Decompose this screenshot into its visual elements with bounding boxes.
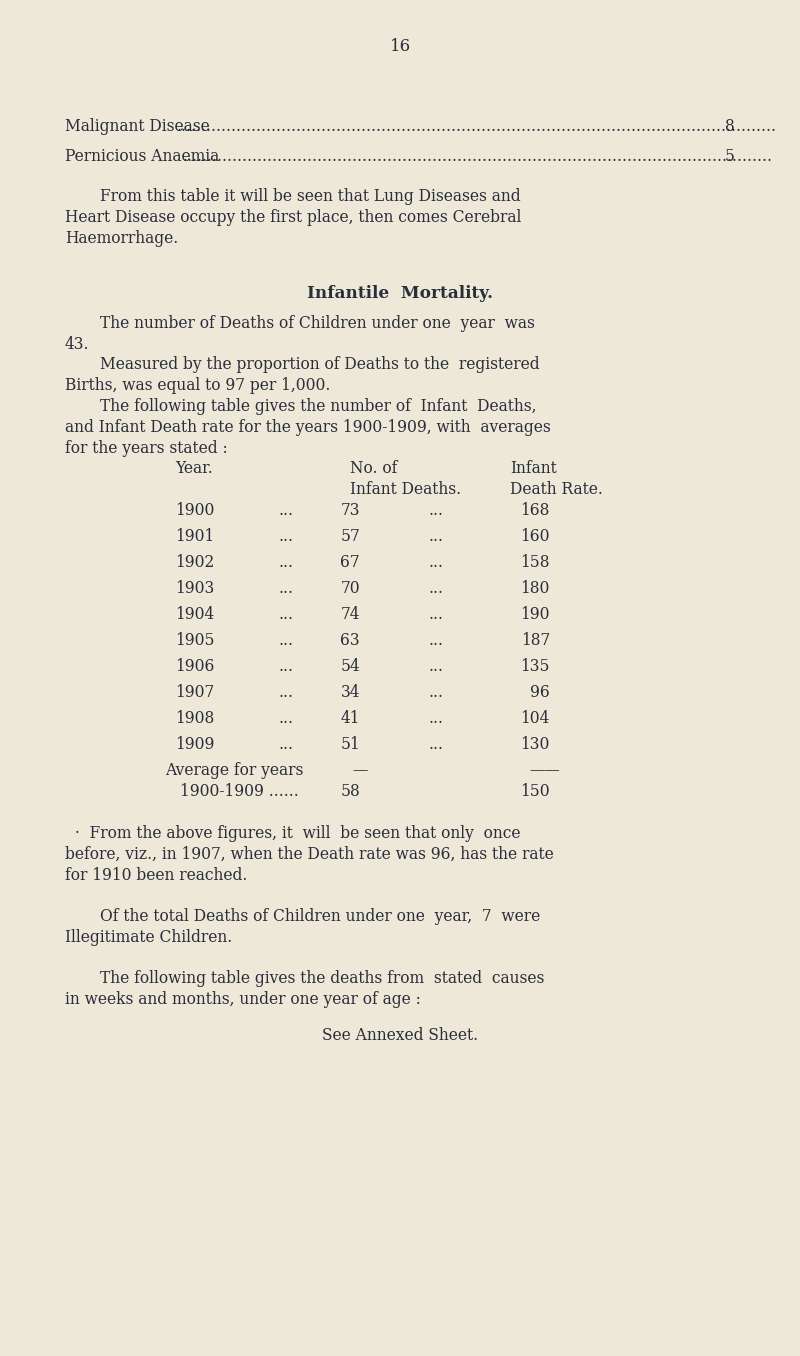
Text: ...: ...: [428, 555, 443, 571]
Text: 16: 16: [390, 38, 410, 56]
Text: ·  From the above figures, it  will  be seen that only  once: · From the above figures, it will be see…: [75, 824, 521, 842]
Text: See Annexed Sheet.: See Annexed Sheet.: [322, 1026, 478, 1044]
Text: —: —: [352, 762, 368, 778]
Text: and Infant Death rate for the years 1900-1909, with  averages: and Infant Death rate for the years 1900…: [65, 419, 550, 437]
Text: 1901: 1901: [175, 527, 214, 545]
Text: ...: ...: [278, 711, 293, 727]
Text: ...: ...: [278, 683, 293, 701]
Text: 54: 54: [340, 658, 360, 675]
Text: 104: 104: [521, 711, 550, 727]
Text: 1908: 1908: [175, 711, 214, 727]
Text: ...: ...: [278, 502, 293, 519]
Text: ...: ...: [428, 580, 443, 597]
Text: Infantile  Mortality.: Infantile Mortality.: [307, 285, 493, 302]
Text: 1900-1909 ......: 1900-1909 ......: [180, 782, 298, 800]
Text: 168: 168: [521, 502, 550, 519]
Text: Infant: Infant: [510, 460, 557, 477]
Text: 73: 73: [341, 502, 360, 519]
Text: 57: 57: [340, 527, 360, 545]
Text: 63: 63: [340, 632, 360, 650]
Text: The following table gives the number of  Infant  Deaths,: The following table gives the number of …: [100, 399, 537, 415]
Text: The number of Deaths of Children under one  year  was: The number of Deaths of Children under o…: [100, 315, 535, 332]
Text: ...: ...: [428, 606, 443, 622]
Text: 58: 58: [340, 782, 360, 800]
Text: 74: 74: [341, 606, 360, 622]
Text: 130: 130: [521, 736, 550, 753]
Text: before, viz., in 1907, when the Death rate was 96, has the rate: before, viz., in 1907, when the Death ra…: [65, 846, 554, 862]
Text: ...: ...: [278, 527, 293, 545]
Text: ................................................................................: ........................................…: [182, 148, 773, 165]
Text: 67: 67: [340, 555, 360, 571]
Text: 1906: 1906: [175, 658, 214, 675]
Text: No. of: No. of: [350, 460, 398, 477]
Text: 96: 96: [530, 683, 550, 701]
Text: ...: ...: [278, 606, 293, 622]
Text: ...: ...: [428, 711, 443, 727]
Text: ...: ...: [428, 683, 443, 701]
Text: in weeks and months, under one year of age :: in weeks and months, under one year of a…: [65, 991, 421, 1008]
Text: Heart Disease occupy the first place, then comes Cerebral: Heart Disease occupy the first place, th…: [65, 209, 522, 226]
Text: 1902: 1902: [175, 555, 214, 571]
Text: for 1910 been reached.: for 1910 been reached.: [65, 866, 247, 884]
Text: for the years stated :: for the years stated :: [65, 439, 228, 457]
Text: ...: ...: [278, 658, 293, 675]
Text: ...: ...: [278, 632, 293, 650]
Text: Measured by the proportion of Deaths to the  registered: Measured by the proportion of Deaths to …: [100, 357, 540, 373]
Text: Infant Deaths.: Infant Deaths.: [350, 481, 461, 498]
Text: 70: 70: [340, 580, 360, 597]
Text: 34: 34: [341, 683, 360, 701]
Text: Of the total Deaths of Children under one  year,  7  were: Of the total Deaths of Children under on…: [100, 909, 540, 925]
Text: 135: 135: [521, 658, 550, 675]
Text: ...: ...: [428, 736, 443, 753]
Text: ...: ...: [428, 502, 443, 519]
Text: 41: 41: [341, 711, 360, 727]
Text: Haemorrhage.: Haemorrhage.: [65, 231, 178, 247]
Text: 1904: 1904: [175, 606, 214, 622]
Text: Average for years: Average for years: [165, 762, 303, 778]
Text: ...: ...: [278, 555, 293, 571]
Text: Malignant Disease: Malignant Disease: [65, 118, 210, 136]
Text: ...: ...: [278, 736, 293, 753]
Text: 180: 180: [521, 580, 550, 597]
Text: ——: ——: [530, 762, 560, 778]
Text: 5: 5: [725, 148, 735, 165]
Text: 1907: 1907: [175, 683, 214, 701]
Text: Illegitimate Children.: Illegitimate Children.: [65, 929, 232, 946]
Text: 150: 150: [520, 782, 550, 800]
Text: ...: ...: [428, 527, 443, 545]
Text: 187: 187: [521, 632, 550, 650]
Text: 190: 190: [521, 606, 550, 622]
Text: 1900: 1900: [175, 502, 214, 519]
Text: 8: 8: [726, 118, 735, 136]
Text: ................................................................................: ........................................…: [176, 118, 776, 136]
Text: Year.: Year.: [175, 460, 213, 477]
Text: ...: ...: [428, 632, 443, 650]
Text: 160: 160: [521, 527, 550, 545]
Text: ...: ...: [278, 580, 293, 597]
Text: 1905: 1905: [175, 632, 214, 650]
Text: 51: 51: [340, 736, 360, 753]
Text: Births, was equal to 97 per 1,000.: Births, was equal to 97 per 1,000.: [65, 377, 330, 395]
Text: 158: 158: [521, 555, 550, 571]
Text: From this table it will be seen that Lung Diseases and: From this table it will be seen that Lun…: [100, 188, 521, 205]
Text: ...: ...: [428, 658, 443, 675]
Text: 1909: 1909: [175, 736, 214, 753]
Text: Pernicious Anaemia: Pernicious Anaemia: [65, 148, 219, 165]
Text: 43.: 43.: [65, 336, 90, 353]
Text: 1903: 1903: [175, 580, 214, 597]
Text: The following table gives the deaths from  stated  causes: The following table gives the deaths fro…: [100, 970, 544, 987]
Text: Death Rate.: Death Rate.: [510, 481, 603, 498]
